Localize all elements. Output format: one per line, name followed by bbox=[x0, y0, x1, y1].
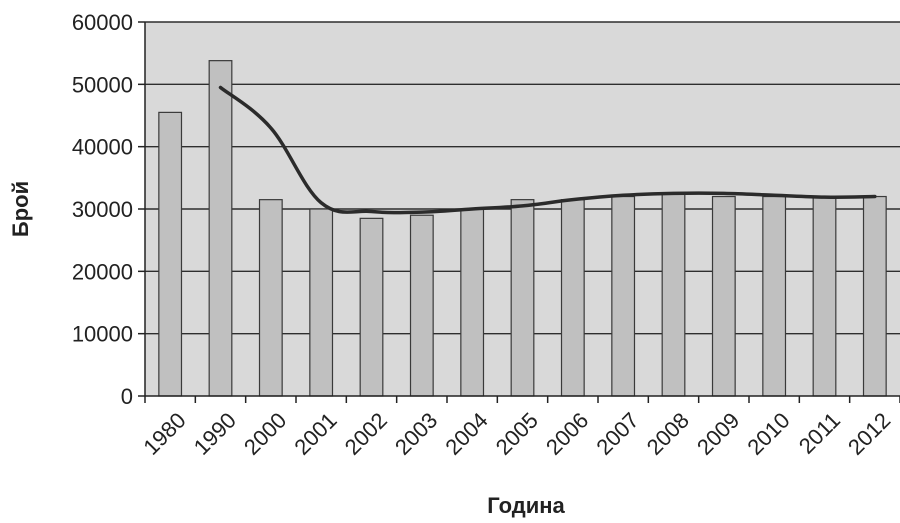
y-tick-label: 60000 bbox=[72, 10, 133, 35]
x-tick-label: 2009 bbox=[692, 408, 744, 460]
bar-2006 bbox=[560, 199, 585, 397]
x-tick-label: 1980 bbox=[138, 408, 190, 460]
bar-2004 bbox=[460, 208, 485, 397]
x-tick-label: 1990 bbox=[189, 408, 241, 460]
y-tick-labels: 0 10000 20000 30000 40000 50000 60000 bbox=[72, 10, 133, 409]
bar-2007 bbox=[611, 195, 636, 397]
x-tick-labels: 1980199020002001200220032004200520062007… bbox=[138, 408, 895, 460]
bar-2008 bbox=[661, 192, 686, 397]
bar-2003 bbox=[409, 214, 434, 397]
x-tick-label: 2008 bbox=[642, 408, 694, 460]
x-tick-label: 2006 bbox=[541, 408, 593, 460]
x-tick-label: 2007 bbox=[591, 408, 643, 460]
bar-2000 bbox=[258, 199, 283, 397]
x-tick-label: 2003 bbox=[390, 408, 442, 460]
bar-2005 bbox=[510, 199, 535, 397]
x-tick-label: 2001 bbox=[289, 408, 341, 460]
bar-2010 bbox=[762, 195, 787, 397]
bar-2009 bbox=[711, 195, 736, 397]
y-tick-label: 50000 bbox=[72, 72, 133, 97]
bar-1980 bbox=[158, 111, 183, 397]
bar-2012 bbox=[862, 195, 887, 397]
y-tick-label: 20000 bbox=[72, 259, 133, 284]
y-tick-label: 30000 bbox=[72, 197, 133, 222]
x-tick-label: 2002 bbox=[340, 408, 392, 460]
bar-series bbox=[158, 60, 887, 397]
y-axis-title: Брой bbox=[8, 181, 33, 237]
x-tick-label: 2005 bbox=[491, 408, 543, 460]
y-tick-label: 0 bbox=[121, 384, 133, 409]
line-series bbox=[218, 85, 877, 215]
bar-2011 bbox=[812, 197, 837, 397]
x-tick-label: 2011 bbox=[794, 408, 845, 459]
x-tick-label: 2012 bbox=[843, 408, 895, 460]
y-tick-label: 40000 bbox=[72, 135, 133, 160]
bar-2002 bbox=[359, 217, 384, 397]
axes bbox=[138, 21, 900, 403]
x-axis-title: Година bbox=[487, 493, 565, 518]
trend-line bbox=[218, 85, 877, 215]
y-tick-label: 10000 bbox=[72, 322, 133, 347]
x-tick-label: 2004 bbox=[440, 408, 492, 460]
bar-2001 bbox=[309, 208, 334, 397]
bar-1990 bbox=[208, 60, 233, 397]
x-tick-label: 2010 bbox=[742, 408, 794, 460]
x-tick-label: 2000 bbox=[239, 408, 291, 460]
